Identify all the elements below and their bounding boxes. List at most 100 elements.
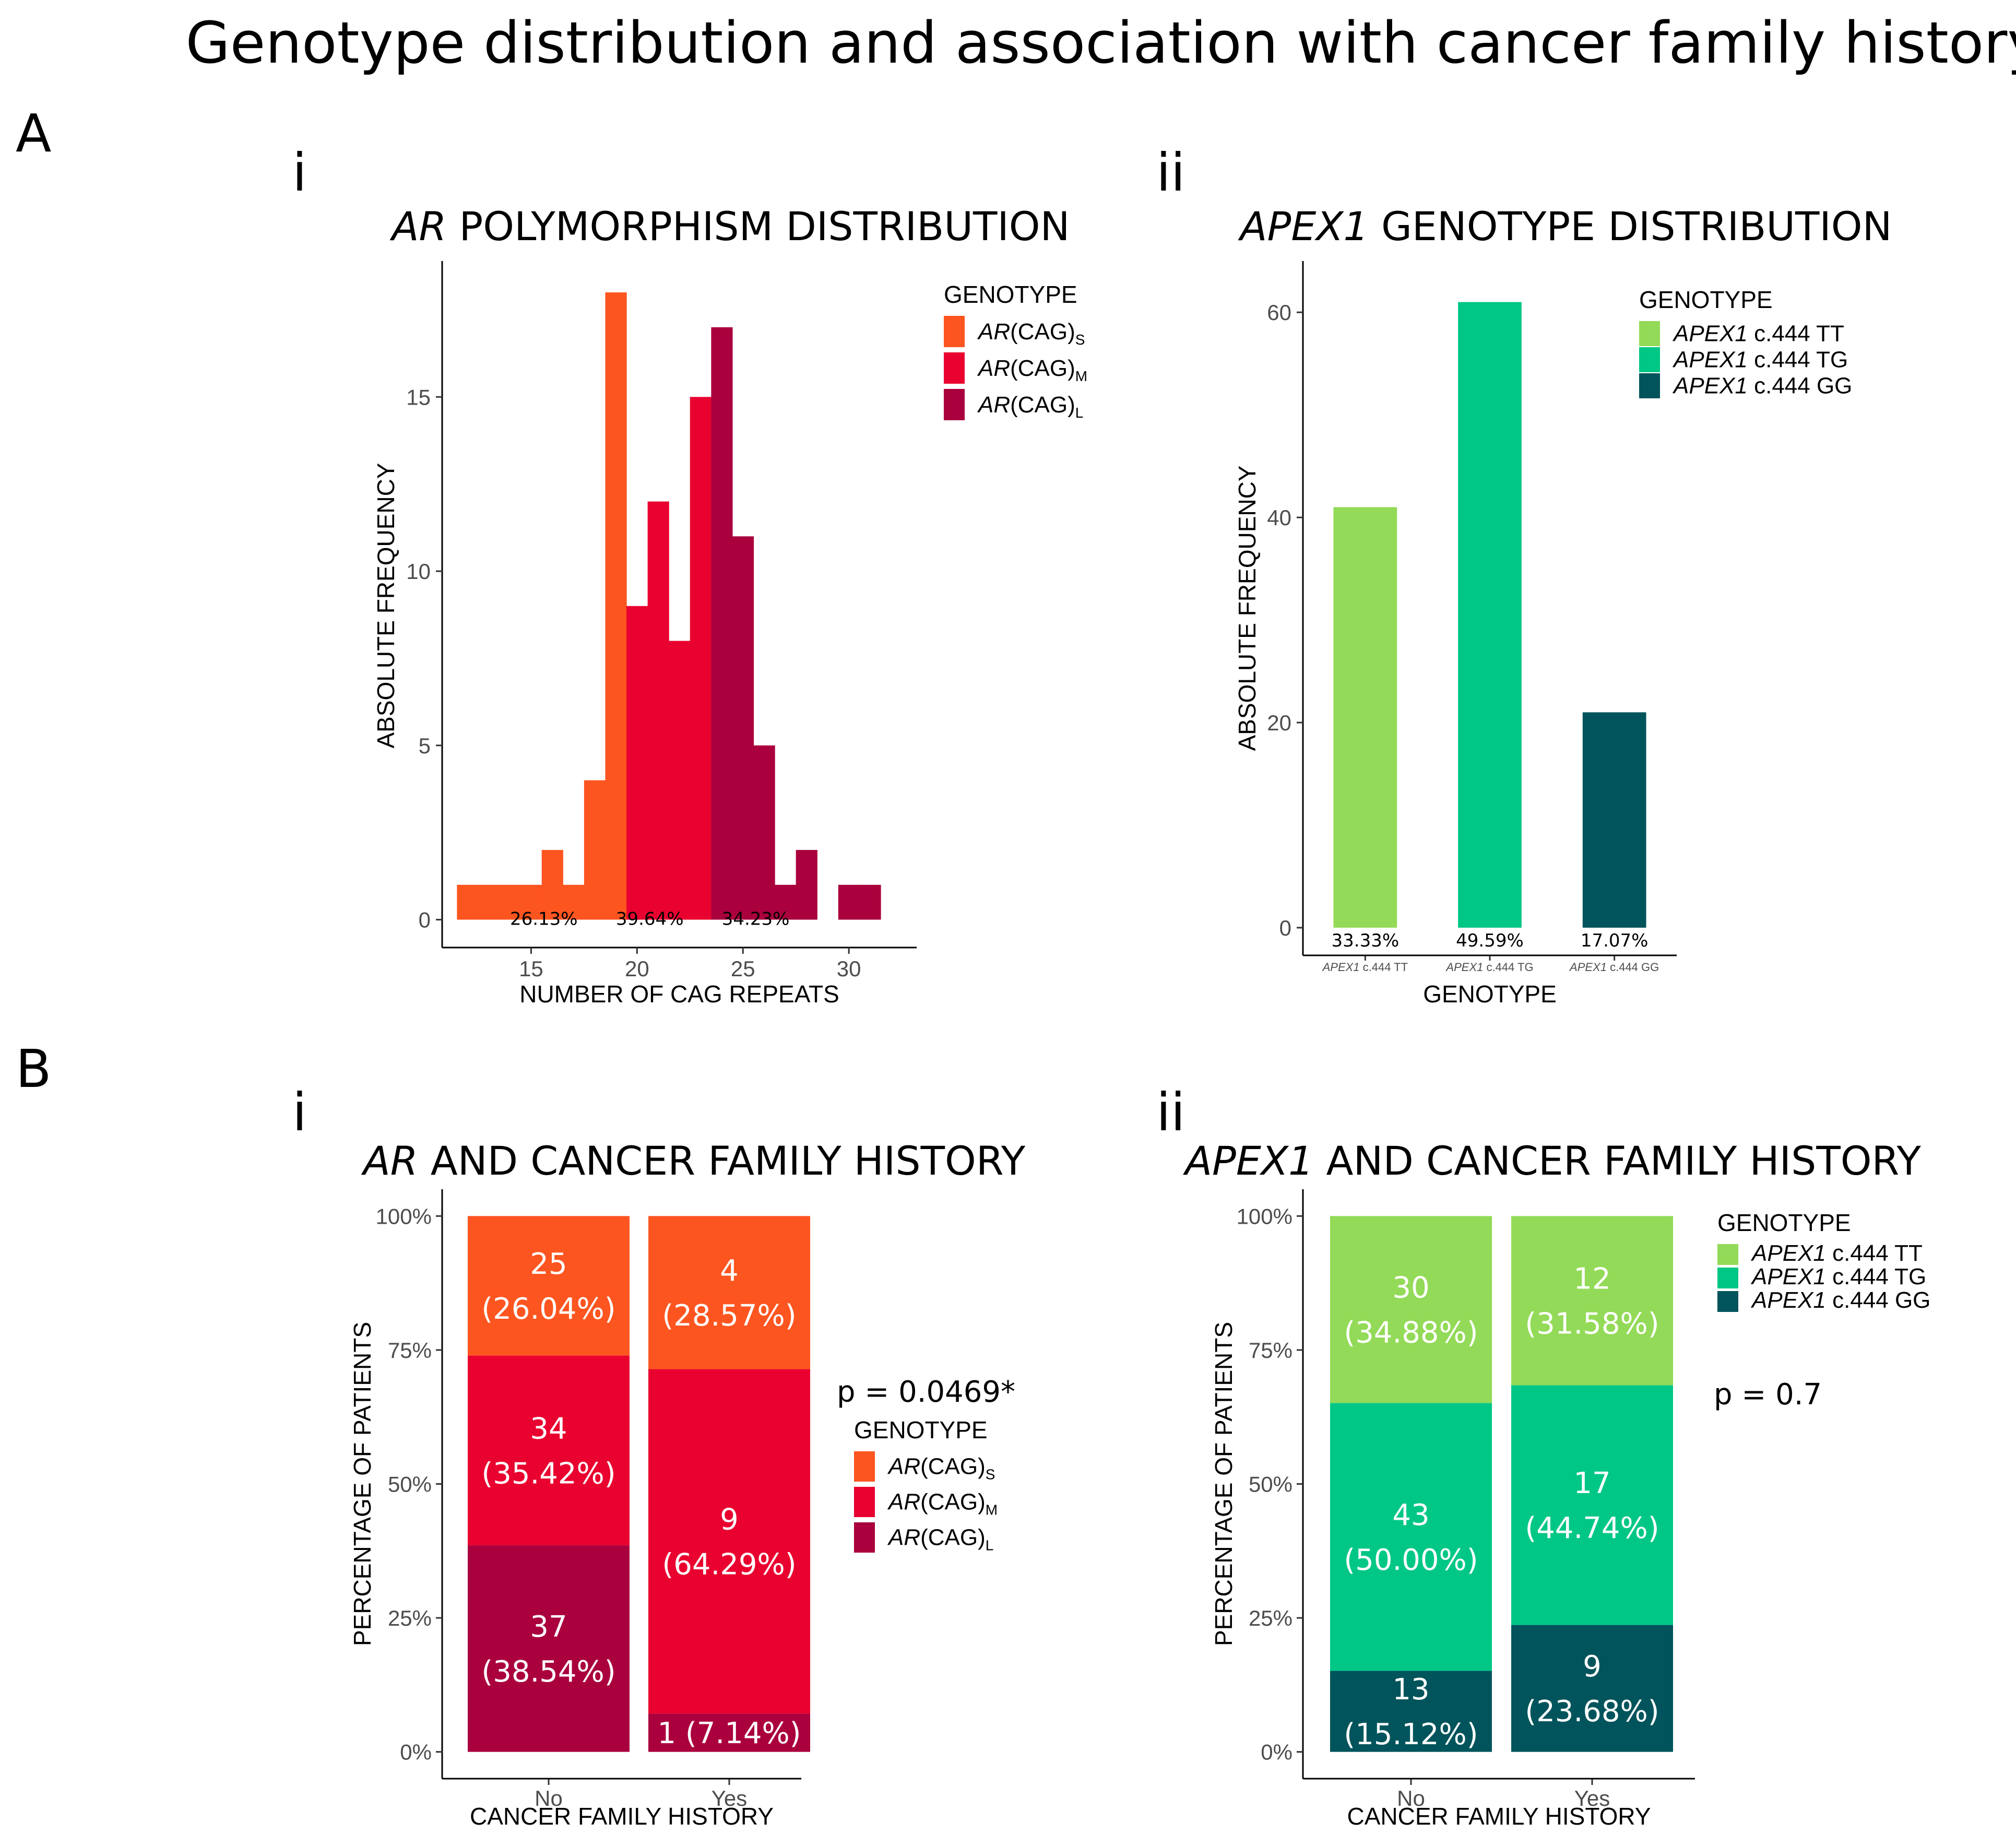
segment-label: (23.68%)	[1525, 1695, 1659, 1729]
ar-histogram-chart: AR POLYMORPHISM DISTRIBUTION 0 5 10 15 15 20 25…	[372, 203, 1087, 1008]
histogram-bar	[690, 397, 711, 920]
apex-bar-legend-label: APEX1 c.444 TG	[1672, 347, 1848, 372]
segment-label: 30	[1392, 1271, 1429, 1305]
y-tick-label: 50%	[388, 1472, 432, 1497]
apex-stack-legend-label: APEX1 c.444 GG	[1750, 1287, 1930, 1313]
ar-stack-legend-title: GENOTYPE	[854, 1416, 988, 1443]
segment-label: 9	[1583, 1650, 1602, 1684]
segment-label: (26.04%)	[481, 1292, 615, 1326]
ar-stack-legend-swatch	[854, 1451, 875, 1482]
apex-stack-legend-swatch	[1717, 1244, 1738, 1265]
bar	[1582, 712, 1646, 928]
y-tick-label: 0	[1279, 916, 1291, 940]
stacked-segment	[468, 1216, 630, 1356]
segment-label: (50.00%)	[1344, 1543, 1478, 1577]
x-axis-title: NUMBER OF CAG REPEATS	[519, 980, 839, 1008]
panel-b-letter: B	[16, 1038, 52, 1099]
histogram-bar	[859, 884, 881, 920]
histogram-bar	[520, 884, 542, 920]
x-axis-title: GENOTYPE	[1423, 980, 1557, 1008]
segment-label: 9	[720, 1502, 739, 1536]
percentage-label: 26.13%	[510, 909, 578, 930]
panel-a-i-letter: i	[292, 142, 307, 203]
x-tick-label: 20	[625, 956, 649, 981]
y-tick-label: 50%	[1249, 1472, 1292, 1497]
apex1-stacked-chart: APEX1 AND CANCER FAMILY HISTORY 13 (15.12%…	[1182, 1138, 1930, 1830]
y-axis-title: ABSOLUTE FREQUENCY	[372, 463, 399, 749]
ar-stack-legend-label: AR(CAG)L	[887, 1525, 993, 1554]
stacked-segment	[1511, 1216, 1673, 1386]
histogram-bar	[753, 745, 775, 920]
apex-bar-legend-label: APEX1 c.444 GG	[1672, 373, 1852, 398]
percentage-label: 17.07%	[1581, 930, 1649, 951]
apex-bar-legend-swatch	[1639, 347, 1660, 372]
x-axis-title: CANCER FAMILY HISTORY	[1347, 1803, 1651, 1830]
segment-label: (44.74%)	[1525, 1511, 1659, 1545]
segment-label: 25	[530, 1247, 567, 1281]
percentage-label: 33.33%	[1332, 930, 1400, 951]
segment-label: 12	[1573, 1262, 1610, 1296]
segment-label: (28.57%)	[662, 1299, 796, 1333]
panel-b-i-letter: i	[292, 1082, 307, 1143]
p-value: p = 0.7	[1714, 1378, 1822, 1412]
ar-hist-legend-title: GENOTYPE	[944, 281, 1077, 308]
histogram-bar	[775, 884, 797, 920]
stacked-segment	[1511, 1385, 1673, 1625]
histogram-bar	[584, 780, 606, 920]
x-tick-label: 25	[731, 956, 755, 981]
y-tick-label: 100%	[376, 1204, 432, 1228]
x-tick-label: APEX1 c.444 TT	[1322, 961, 1408, 974]
histogram-bar	[605, 292, 627, 920]
x-tick-label: Yes	[711, 1786, 748, 1811]
stacked-segment	[648, 1216, 810, 1369]
y-tick-label: 60	[1267, 300, 1291, 325]
panel-a-ii-letter: ii	[1156, 142, 1185, 203]
x-tick-label: No	[1397, 1786, 1425, 1811]
segment-label: 34	[530, 1412, 567, 1446]
apex1-bar-chart: APEX1 GENOTYPE DISTRIBUTION 33.33% APEX1 c…	[1234, 203, 1892, 1008]
histogram-bar	[478, 884, 500, 920]
segment-label: (35.42%)	[481, 1457, 615, 1490]
ar-hist-legend-swatch	[944, 389, 965, 420]
y-tick-label: 20	[1267, 711, 1291, 735]
ar-hist-legend-label: AR(CAG)S	[977, 319, 1085, 348]
segment-label: 37	[530, 1610, 567, 1644]
y-tick-label: 40	[1267, 505, 1291, 530]
y-axis-title: PERCENTAGE OF PATIENTS	[1210, 1322, 1237, 1646]
y-tick-label: 5	[419, 733, 431, 758]
y-tick-label: 100%	[1237, 1204, 1292, 1228]
stacked-segment	[648, 1369, 810, 1714]
histogram-bar	[457, 884, 479, 920]
panel-a-letter: A	[16, 103, 51, 164]
apex-stack-legend-title: GENOTYPE	[1717, 1209, 1851, 1236]
ar-hist-title: AR POLYMORPHISM DISTRIBUTION	[389, 203, 1070, 250]
segment-label: (64.29%)	[662, 1547, 796, 1581]
stacked-segment	[1330, 1671, 1492, 1752]
percentage-label: 39.64%	[616, 909, 684, 930]
x-tick-label: Yes	[1574, 1786, 1610, 1811]
ar-stack-title: AR AND CANCER FAMILY HISTORY	[361, 1138, 1026, 1184]
y-tick-label: 0	[419, 908, 431, 932]
x-tick-label: 15	[519, 956, 543, 981]
y-tick-label: 0%	[1261, 1740, 1292, 1765]
figure-title: Genotype distribution and association wi…	[186, 9, 2016, 76]
histogram-bar	[838, 884, 860, 920]
histogram-bar	[647, 501, 669, 920]
percentage-label: 49.59%	[1456, 930, 1524, 951]
x-tick-label: No	[535, 1786, 563, 1811]
apex-stack-legend-swatch	[1717, 1291, 1738, 1312]
stacked-segment	[1511, 1625, 1673, 1752]
stacked-segment	[468, 1545, 630, 1752]
y-tick-label: 25%	[1249, 1606, 1292, 1630]
ar-stacked-chart: AR AND CANCER FAMILY HISTORY 37 (38.54%) 34…	[349, 1138, 1026, 1830]
y-tick-label: 25%	[388, 1606, 432, 1630]
segment-label: 1 (7.14%)	[657, 1717, 801, 1750]
y-tick-label: 0%	[400, 1740, 432, 1765]
apex-bar-legend-title: GENOTYPE	[1639, 286, 1773, 313]
x-tick-label: APEX1 c.444 GG	[1569, 961, 1659, 974]
histogram-bar	[796, 850, 817, 920]
percentage-label: 34.23%	[722, 909, 790, 930]
apex-bar-title: APEX1 GENOTYPE DISTRIBUTION	[1238, 203, 1892, 250]
ar-stack-legend-label: AR(CAG)M	[887, 1489, 998, 1518]
